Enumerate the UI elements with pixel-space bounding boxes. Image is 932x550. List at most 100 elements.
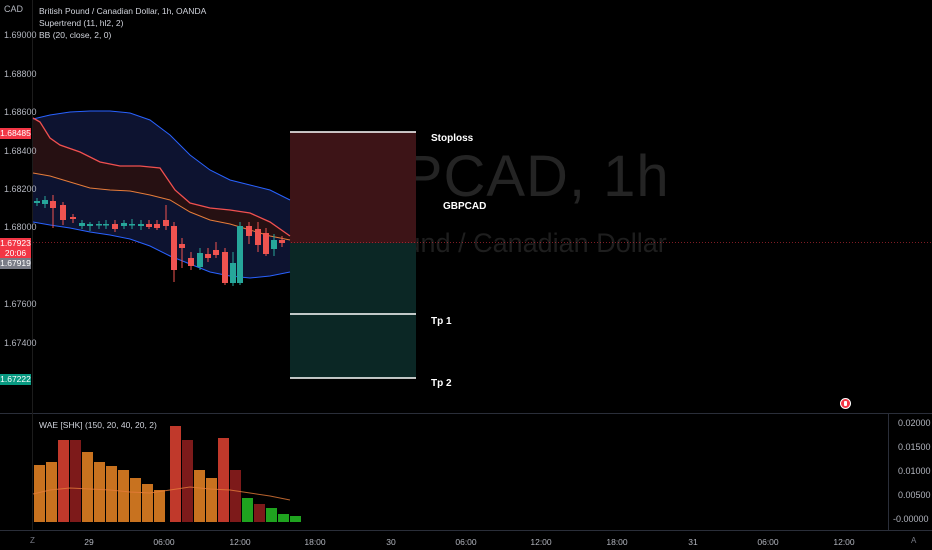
time-label: 12:00 (229, 537, 251, 547)
wae-bar (94, 462, 105, 522)
candle-body (263, 233, 269, 254)
candle-body (230, 263, 236, 283)
position-name-label[interactable]: GBPCAD (443, 201, 487, 212)
target-zone (290, 243, 416, 378)
candle-body (87, 224, 93, 226)
time-label: 12:00 (530, 537, 552, 547)
bollinger-legend[interactable]: BB (20, close, 2, 0) (39, 30, 112, 40)
supertrend-price-tag: 1.68485 (0, 128, 31, 139)
candle-body (154, 224, 160, 228)
wae-bar (130, 478, 141, 522)
candle-body (34, 201, 40, 203)
supertrend-fill (33, 118, 290, 240)
candle-body (112, 224, 118, 229)
candle-body (197, 253, 203, 267)
tp2-label[interactable]: Tp 2 (431, 378, 452, 389)
wae-bar (266, 508, 277, 522)
candle-body (121, 223, 127, 226)
price-label: 1.68200 (4, 184, 37, 194)
osc-axis-label: 0.02000 (898, 418, 931, 428)
time-label: 29 (84, 537, 94, 547)
wae-bar (58, 440, 69, 522)
wae-bar (170, 426, 181, 522)
candle-body (188, 258, 194, 266)
wae-bar (70, 440, 81, 522)
candle-body (237, 226, 243, 283)
wae-legend[interactable]: WAE [SHK] (150, 20, 40, 20, 2) (39, 420, 157, 430)
candle-body (171, 226, 177, 270)
candle-body (50, 201, 56, 208)
candle-body (246, 226, 252, 236)
wae-bar (118, 470, 129, 522)
wae-explosion-line (32, 486, 291, 501)
wae-bar (46, 462, 57, 522)
wae-histogram (34, 426, 301, 522)
price-label: 1.68600 (4, 107, 37, 117)
wae-bar (254, 504, 265, 522)
wae-bar (182, 440, 193, 522)
wae-bar (230, 470, 241, 522)
stoploss-zone (290, 132, 416, 243)
candle-body (103, 224, 109, 226)
candle-body (163, 220, 169, 226)
osc-axis-label: 0.01500 (898, 442, 931, 452)
price-label: 1.68800 (4, 69, 37, 79)
stoploss-label[interactable]: Stoploss (431, 133, 474, 144)
price-label: 1.67400 (4, 338, 37, 348)
candle-body (146, 224, 152, 227)
time-label: 31 (688, 537, 698, 547)
time-label: 06:00 (757, 537, 779, 547)
last-price-tag: 1.67923 (0, 238, 31, 249)
bb-lower (32, 221, 291, 279)
auto-scale-button[interactable]: A (911, 536, 917, 545)
osc-axis-label: 0.00500 (898, 490, 931, 500)
wae-bar (242, 498, 253, 522)
price-label: 1.68400 (4, 146, 37, 156)
candles (34, 195, 285, 286)
alert-icon[interactable] (840, 398, 851, 409)
osc-axis-label: -0.00000 (893, 514, 929, 524)
candle-body (129, 224, 135, 226)
wae-bar (34, 465, 45, 522)
wae-bar (154, 490, 165, 522)
osc-axis-label: 0.01000 (898, 466, 931, 476)
time-label: 06:00 (153, 537, 175, 547)
symbol-title[interactable]: British Pound / Canadian Dollar, 1h, OAN… (39, 6, 207, 16)
bb-price-tag: 1.67919 (0, 258, 31, 269)
target-price-tag: 1.67222 (0, 374, 31, 385)
candle-body (205, 254, 211, 258)
tp1-label[interactable]: Tp 1 (431, 316, 452, 327)
bb-upper (32, 110, 291, 201)
candle-body (42, 200, 48, 204)
wae-bar (142, 484, 153, 522)
candle-body (255, 229, 261, 245)
candle-body (60, 205, 66, 220)
wae-bar (206, 478, 217, 522)
price-label: 1.67600 (4, 299, 37, 309)
price-label: 1.69000 (4, 30, 37, 40)
wae-bar (290, 516, 301, 522)
candle-body (79, 223, 85, 226)
wae-bar (194, 470, 205, 522)
countdown-tag: 20:06 (0, 248, 31, 259)
candle-body (138, 224, 144, 226)
supertrend-legend[interactable]: Supertrend (11, hl2, 2) (39, 18, 124, 28)
candle-body (213, 250, 219, 255)
time-label: 12:00 (833, 537, 855, 547)
wae-bar (82, 452, 93, 522)
time-label: 30 (386, 537, 396, 547)
time-label: 06:00 (455, 537, 477, 547)
candle-body (271, 240, 277, 249)
wae-bar (106, 466, 117, 522)
zoom-reset-button[interactable]: Z (30, 536, 35, 545)
candle-body (179, 244, 185, 248)
wae-bar (278, 514, 289, 522)
wae-bar (218, 438, 229, 522)
price-label: 1.68000 (4, 222, 37, 232)
time-label: 18:00 (304, 537, 326, 547)
supertrend-line (32, 117, 291, 237)
candle-body (96, 224, 102, 226)
candle-body (222, 252, 228, 283)
